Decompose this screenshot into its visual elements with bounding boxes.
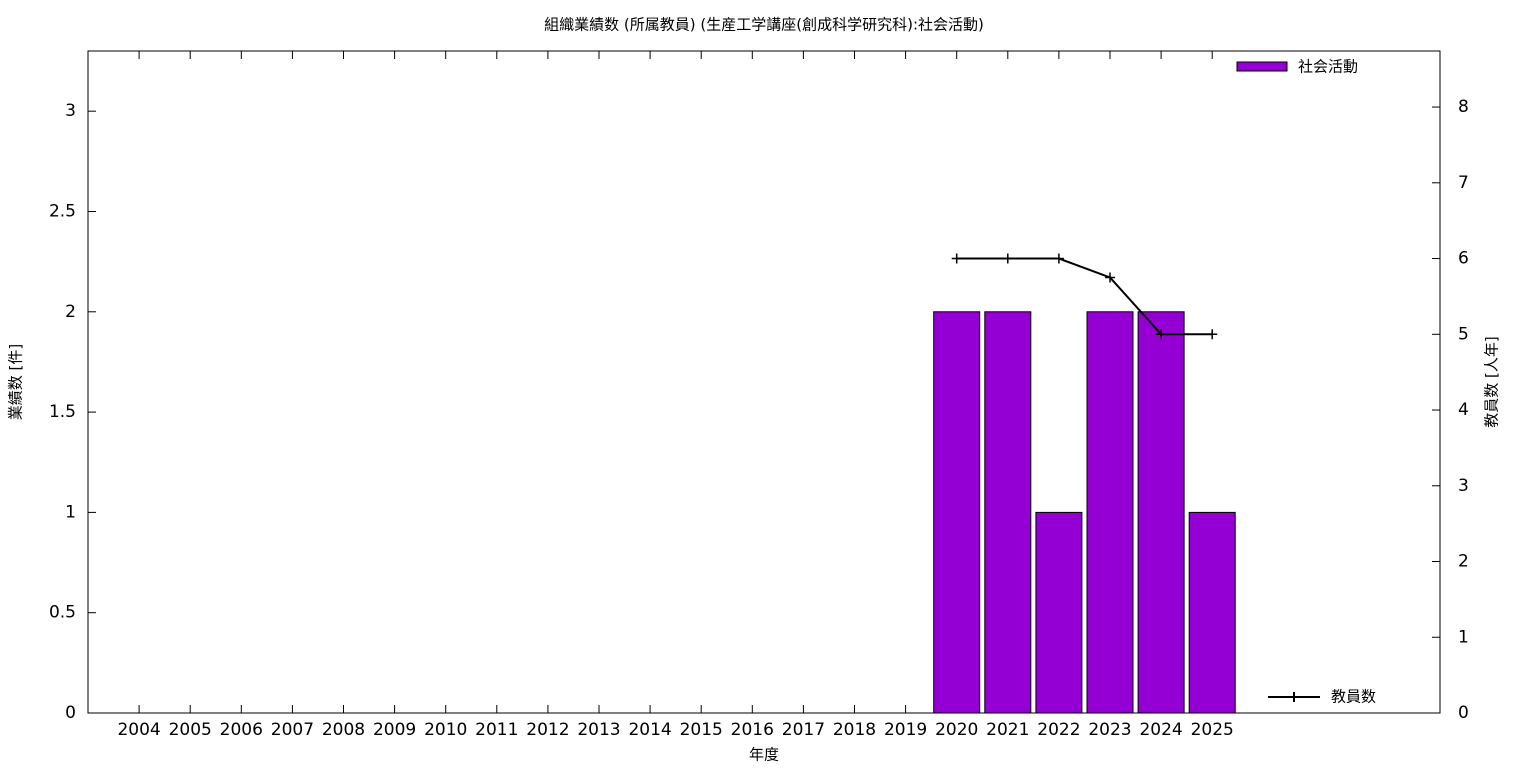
bar [984,311,1032,714]
x-tick-label: 2021 [986,720,1029,740]
y2-tick-label: 4 [1458,400,1469,420]
y2-tick-label: 8 [1458,97,1469,117]
x-tick-label: 2012 [526,720,569,740]
y-tick-label: 1 [65,502,76,522]
plot-frame [87,50,1441,714]
legend-label: 社会活動 [1298,58,1358,76]
y-tick-label: 0 [65,703,76,723]
line [956,257,1213,336]
x-tick-label: 2022 [1037,720,1080,740]
y-axis-label: 業績数 [件] [7,344,25,420]
point [951,253,962,264]
legend-swatch [1236,61,1288,72]
bar [1086,311,1134,714]
bar [1035,511,1083,714]
x-tick-label: 2011 [475,720,518,740]
x-tick-label: 2010 [424,720,467,740]
legend-label: 教員数 [1331,688,1376,706]
bar [1137,311,1185,714]
y2-tick-label: 7 [1458,173,1469,193]
x-tick-label: 2016 [731,720,774,740]
point [1105,272,1115,283]
y2-tick-label: 2 [1458,552,1469,572]
x-tick-label: 2014 [628,720,671,740]
y-tick-label: 2 [65,302,76,322]
y2-tick-label: 6 [1458,249,1469,269]
x-tick-label: 2007 [271,720,314,740]
x-tick-label: 2009 [373,720,416,740]
y2-tick-label: 3 [1458,476,1469,496]
legend-line [1268,692,1320,702]
point [1053,253,1064,264]
x-tick-label: 2013 [577,720,620,740]
bar [933,311,981,714]
x-tick-label: 2020 [935,720,978,740]
bar [1188,511,1236,714]
point [1156,329,1167,340]
x-tick-label: 2017 [782,720,825,740]
point [1207,329,1218,340]
x-tick-label: 2015 [680,720,723,740]
x-tick-label: 2008 [322,720,365,740]
y-tick-label: 2.5 [49,201,76,221]
x-tick-label: 2024 [1139,720,1182,740]
y2-axis-label: 教員数 [人年] [1483,336,1501,427]
y-tick-label: 3 [65,101,76,121]
x-tick-label: 2023 [1088,720,1131,740]
x-tick-label: 2025 [1191,720,1234,740]
x-tick-label: 2006 [220,720,263,740]
y-tick-label: 1.5 [49,402,76,422]
x-tick-label: 2018 [833,720,876,740]
point [1002,253,1013,264]
chart-title: 組織業績数 (所属教員) (生産工学講座(創成科学研究科):社会活動) [544,16,984,34]
x-axis-label: 年度 [749,746,779,764]
y2-tick-label: 1 [1458,627,1469,647]
y2-tick-label: 0 [1458,703,1469,723]
x-tick-label: 2004 [117,720,160,740]
x-tick-label: 2005 [169,720,212,740]
x-tick-label: 2019 [884,720,927,740]
y-tick-label: 0.5 [49,603,76,623]
y2-tick-label: 5 [1458,324,1469,344]
